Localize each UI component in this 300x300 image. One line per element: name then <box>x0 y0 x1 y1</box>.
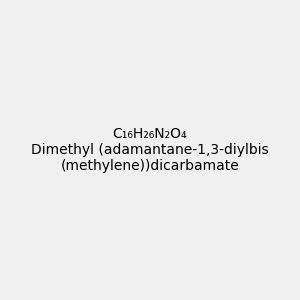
Text: C₁₆H₂₆N₂O₄
Dimethyl (adamantane-1,3-diylbis
(methylene))dicarbamate: C₁₆H₂₆N₂O₄ Dimethyl (adamantane-1,3-diyl… <box>31 127 269 173</box>
